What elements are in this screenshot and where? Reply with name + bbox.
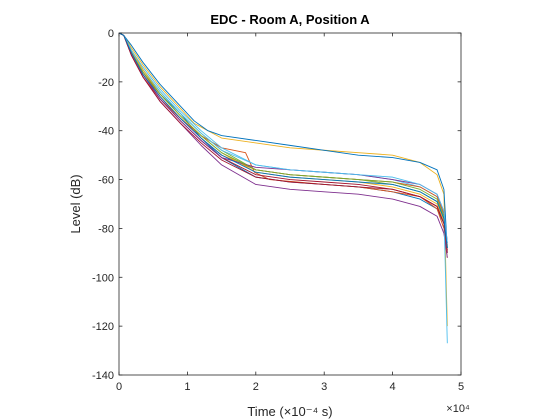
edc-series-line-8 <box>119 33 448 248</box>
x-tick-label: 1 <box>184 381 190 393</box>
y-tick-label: -140 <box>92 370 114 382</box>
y-tick-label: -20 <box>98 77 114 89</box>
plot-box <box>118 32 462 376</box>
x-tick-label: 3 <box>321 381 327 393</box>
x-tick-label: 0 <box>116 381 122 393</box>
y-tick-label: -100 <box>92 272 114 284</box>
y-tick-label: -40 <box>98 126 114 138</box>
edc-series-line-12 <box>119 33 448 249</box>
y-tick-label: -80 <box>98 223 114 235</box>
edc-series-line-13 <box>119 33 448 244</box>
plot-background <box>119 33 461 375</box>
series-layer <box>119 33 448 344</box>
y-axis-label: Level (dB) <box>68 174 83 233</box>
x-tick-label: 2 <box>253 381 259 393</box>
tick-layer: 0 1 2 3 4 5 -140 -120 -100 -80 -60 -40 -20 0 <box>92 28 464 393</box>
edc-series-line-3 <box>119 33 448 327</box>
edc-series-line-14 <box>119 33 448 251</box>
y-tick-label: 0 <box>108 28 114 40</box>
x-tick-label: 5 <box>458 381 464 393</box>
chart-title: EDC - Room A, Position A <box>210 12 370 27</box>
x-exponent-label: ×10⁴ <box>446 403 470 415</box>
x-axis-label: Time (×10⁻⁴ s) <box>247 404 332 419</box>
y-tick-label: -120 <box>92 321 114 333</box>
x-tick-label: 4 <box>390 381 396 393</box>
y-tick-label: -60 <box>98 175 114 187</box>
edc-series-line-15 <box>119 33 448 249</box>
